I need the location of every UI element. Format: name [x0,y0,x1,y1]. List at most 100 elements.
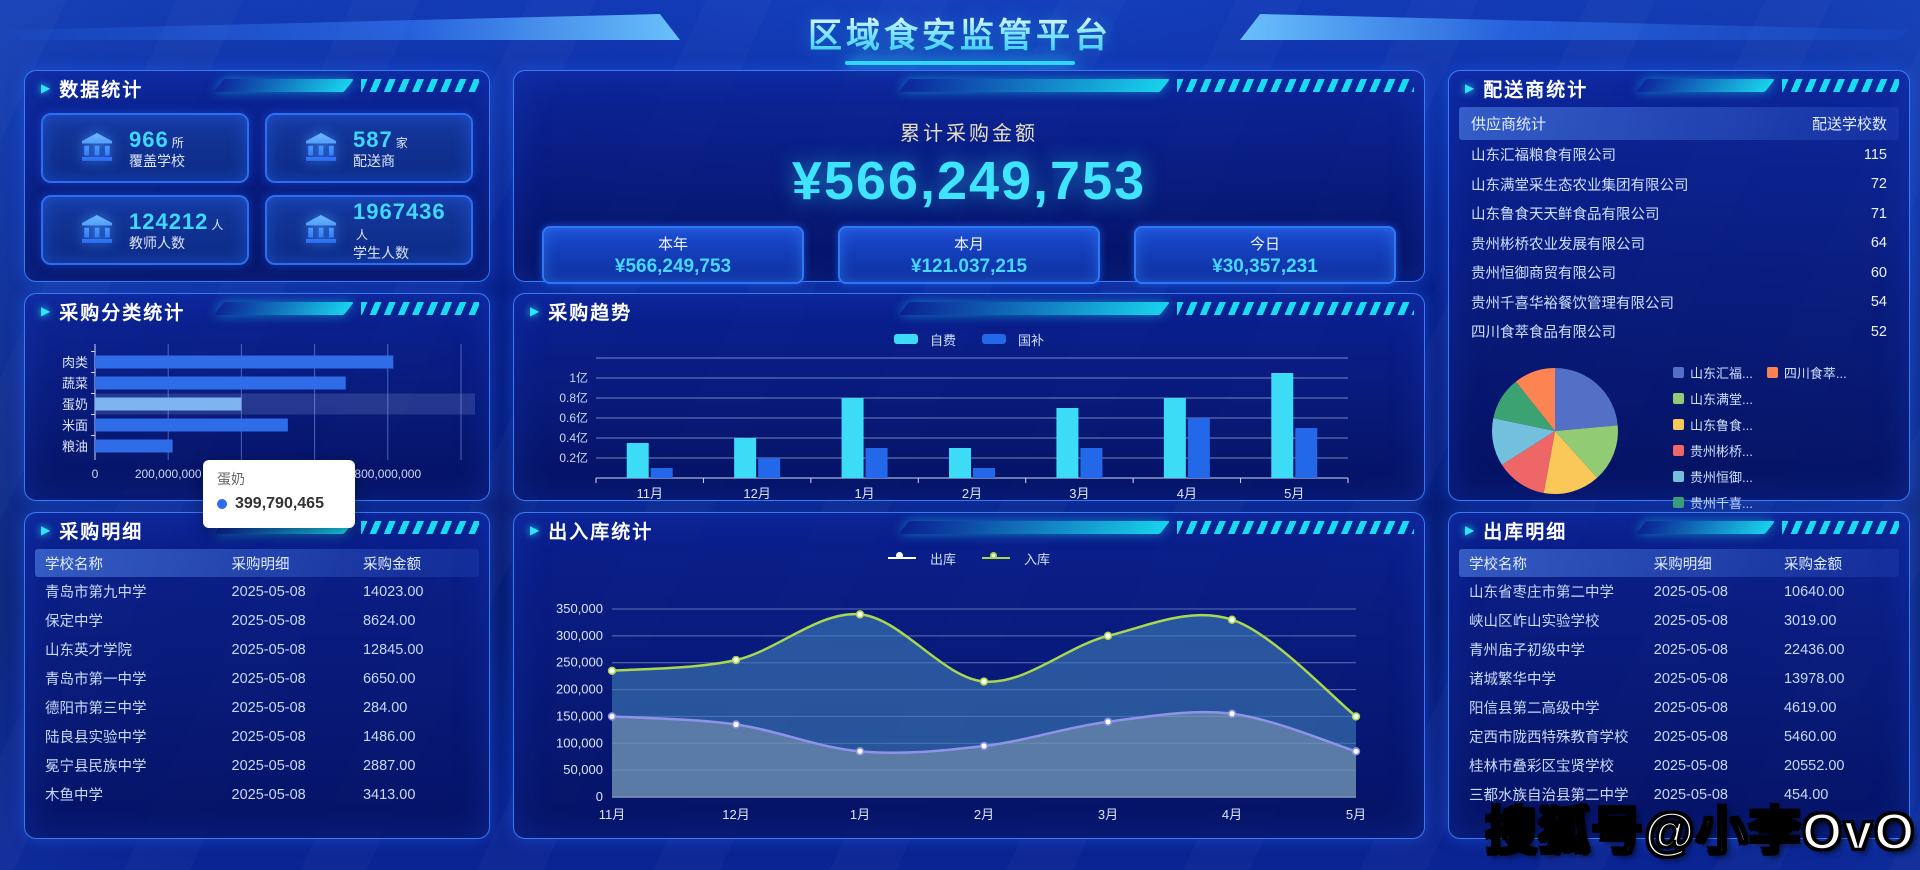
legend-item[interactable]: 自费 [893,330,956,349]
legend-item[interactable]: 贵州彬桥... [1673,441,1753,460]
svg-text:蔬菜: 蔬菜 [62,376,88,391]
trend-bar-chart[interactable]: 0.2亿 0.4亿 0.6亿 0.8亿 1亿 11月 12月 1月 2月 3月 4月 5月 [526,350,1410,500]
legend-swatch [1673,392,1684,404]
svg-text:粮油: 粮油 [62,439,88,454]
svg-text:3月: 3月 [1069,486,1089,500]
svg-text:250,000: 250,000 [556,655,603,670]
table-header: 学校名称 采购明细 采购金额 [1459,549,1899,577]
summary-sub-card: 今日 ¥30,357,231 [1134,226,1396,284]
legend-label: 贵州彬桥... [1690,443,1753,459]
supplier-col-count: 配送学校数 [1811,116,1887,133]
watermark: 搜狐号@小李OvO [1484,802,1916,862]
cell-detail: 2025-05-08 [1653,699,1728,716]
panel-head: ▶ 数据统计 [25,71,489,105]
chart-tooltip: 蛋奶 399,790,465 [203,460,355,528]
svg-text:米面: 米面 [62,418,88,433]
stat-value: 587 家 [353,126,408,152]
supplier-name: 贵州彬桥农业发展有限公司 [1471,236,1645,253]
legend-item[interactable]: 贵州千喜... [1673,493,1753,512]
legend-swatch [1673,470,1684,482]
category-bar-chart[interactable]: 肉类蔬菜蛋奶米面粮油0200,000,000400,000,000600,000… [33,332,479,498]
cell-school: 木鱼中学 [45,788,103,804]
sub-card-value: ¥121.037,215 [910,255,1028,277]
svg-text:0: 0 [92,467,99,481]
col-school: 学校名称 [45,556,103,573]
panel-outbound-detail: ▶ 出库明细 学校名称 采购明细 采购金额 山东省枣庄市第二中学 2025-05… [1448,512,1910,839]
panel-title: 数据统计 [59,79,144,101]
stat-value: 124212 人 [129,208,224,234]
supplier-col-name: 供应商统计 [1471,116,1547,133]
page-title: 区域食安监管平台 [808,8,1112,57]
cell-detail: 2025-05-08 [1653,641,1728,658]
cell-amount: 5460.00 [1783,728,1837,745]
header-underline [845,61,1075,65]
supplier-row: 山东满堂采生态农业集团有限公司 72 [1459,170,1899,200]
legend-item[interactable]: 出库 [887,549,956,568]
legend-item[interactable]: 国补 [982,330,1044,349]
panel-title: 出入库统计 [548,521,654,543]
cell-school: 山东省枣庄市第二中学 [1469,585,1614,601]
supplier-pie-chart[interactable] [1463,353,1673,508]
arrow-icon: ▶ [41,304,51,318]
tooltip-value: 399,790,465 [235,495,324,512]
cell-detail: 2025-05-08 [231,728,306,745]
supplier-name: 四川食萃食品有限公司 [1471,325,1616,342]
cell-school: 桂林市叠彩区宝贤学校 [1469,759,1614,775]
svg-text:4月: 4月 [1222,807,1242,822]
col-amount: 采购金额 [362,556,421,573]
svg-text:800,000,000: 800,000,000 [354,467,421,481]
svg-text:1月: 1月 [850,807,870,822]
legend-item[interactable]: 入库 [982,549,1050,568]
cell-amount: 454.00 [1783,786,1829,803]
supplier-table-header: 供应商统计 配送学校数 [1459,107,1899,140]
svg-text:肉类: 肉类 [62,355,88,370]
col-detail: 采购明细 [231,556,290,573]
stat-value: 966 所 [129,126,184,152]
cell-amount: 14023.00 [362,583,424,600]
supplier-row: 贵州彬桥农业发展有限公司 64 [1459,229,1899,259]
legend-swatch [1673,418,1684,430]
cell-school: 山东英才学院 [45,643,132,659]
arrow-icon: ▶ [1465,523,1475,537]
supplier-row: 山东鲁食天天鲜食品有限公司 71 [1459,199,1899,229]
legend-item[interactable]: 山东汇福... [1673,363,1753,382]
svg-text:1亿: 1亿 [569,370,588,385]
svg-text:300,000: 300,000 [556,628,603,643]
panel-title: 采购明细 [59,521,144,543]
svg-text:12月: 12月 [743,486,770,500]
svg-text:0.2亿: 0.2亿 [559,450,588,465]
arrow-icon: ▶ [1465,81,1475,95]
svg-text:蛋奶: 蛋奶 [62,397,88,412]
legend-item[interactable]: 山东满堂... [1673,389,1753,408]
stat-card: 124212 人 教师人数 [41,195,249,265]
stripes-decoration [1636,521,1899,534]
legend-item[interactable]: 山东鲁食... [1673,415,1753,434]
table-row: 保定中学 2025-05-08 8624.00 [35,606,479,635]
trend-legend: 自费 国补 [514,328,1424,350]
tooltip-category: 蛋奶 [217,471,245,487]
legend-item[interactable]: 贵州恒御... [1673,467,1753,486]
legend-line-icon [887,552,916,559]
cell-school: 冕宁县民族中学 [45,759,147,775]
cell-detail: 2025-05-08 [1653,583,1728,600]
total-amount-label: 累计采购金额 [900,123,1038,145]
svg-text:50,000: 50,000 [563,762,603,777]
cell-amount: 284.00 [362,699,408,716]
stripes-decoration [214,302,479,315]
stripes-decoration [1636,79,1899,92]
svg-text:150,000: 150,000 [556,708,603,723]
legend-label: 国补 [1018,332,1045,348]
header-right-decoration [1240,14,1910,40]
cell-school: 阳信县第二高级中学 [1469,701,1600,717]
supplier-count: 54 [1870,294,1887,311]
svg-text:0: 0 [596,789,603,804]
table-row: 峡山区岞山实验学校 2025-05-08 3019.00 [1459,606,1899,635]
svg-text:2月: 2月 [962,486,982,500]
legend-item[interactable]: 四川食萃... [1766,363,1847,382]
panel-title: 采购分类统计 [59,302,186,324]
legend-line-icon [982,552,1010,559]
supplier-name: 山东鲁食天天鲜食品有限公司 [1471,207,1660,224]
inout-line-chart[interactable]: 0 50,000 100,000 150,000 200,000 250,000 300,0… [526,569,1410,831]
panel-total-purchase: 累计采购金额 ¥566,249,753 本年 ¥566,249,753 本月 ¥… [513,70,1425,284]
cell-school: 诸城繁华中学 [1469,672,1556,688]
